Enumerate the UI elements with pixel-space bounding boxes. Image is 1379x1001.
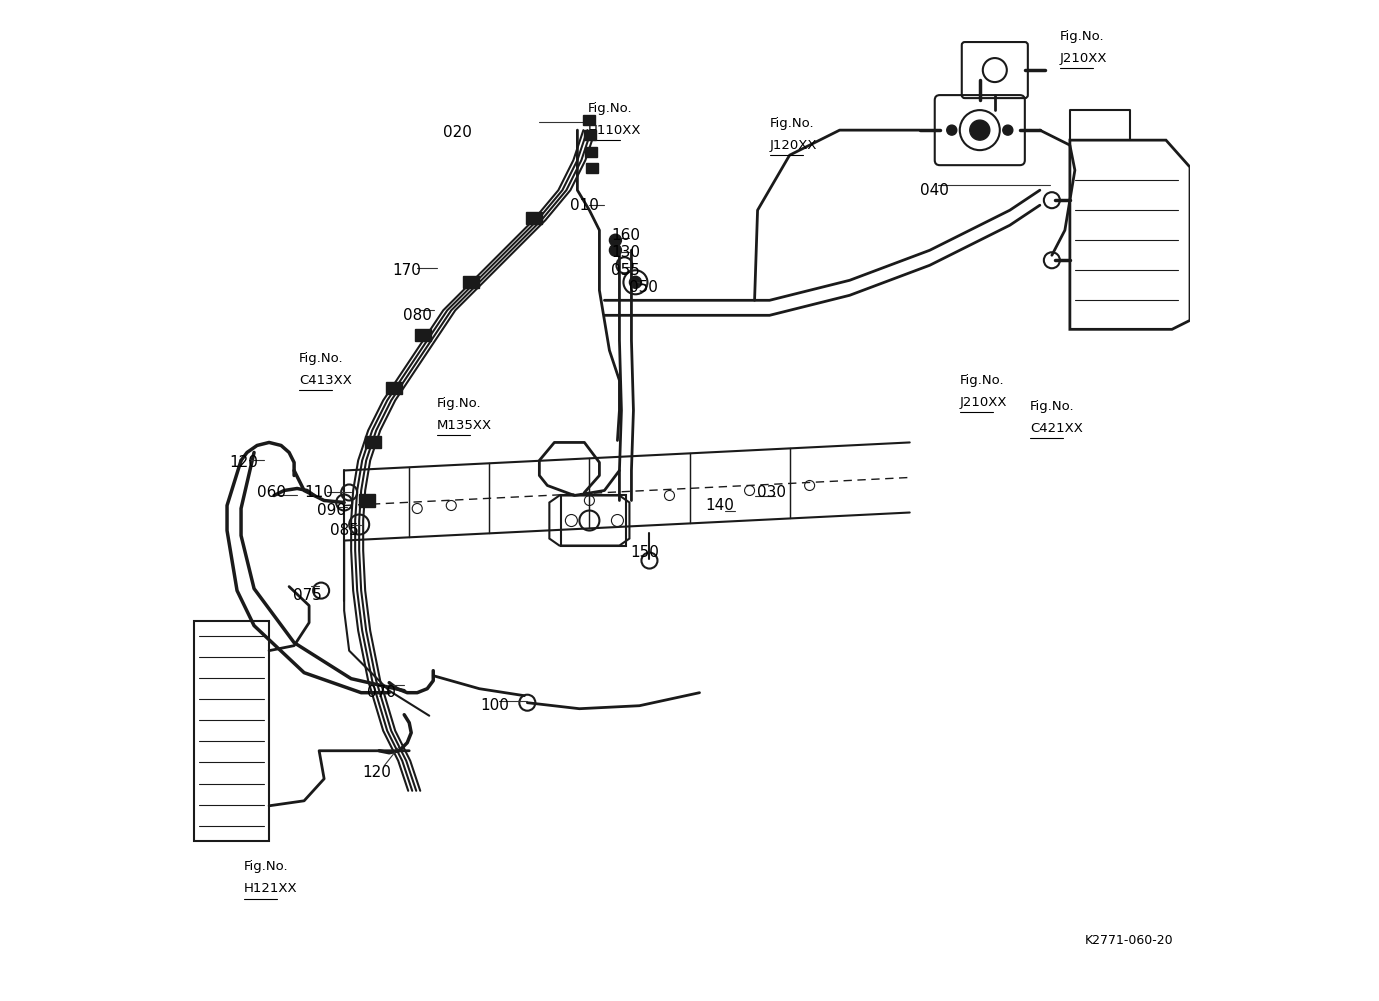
- Text: Fig.No.: Fig.No.: [1060, 30, 1105, 42]
- Text: H121XX: H121XX: [244, 883, 298, 895]
- Text: 140: 140: [705, 498, 734, 513]
- Text: J210XX: J210XX: [1060, 52, 1107, 64]
- Text: M135XX: M135XX: [437, 419, 492, 431]
- Text: 130: 130: [611, 245, 640, 259]
- Bar: [527, 212, 542, 224]
- Bar: [386, 382, 403, 394]
- Text: 060: 060: [256, 485, 285, 499]
- Text: 010: 010: [570, 198, 598, 212]
- Bar: [415, 329, 432, 341]
- Text: Fig.No.: Fig.No.: [244, 861, 288, 873]
- Text: 030: 030: [757, 485, 786, 499]
- Text: Fig.No.: Fig.No.: [769, 117, 814, 129]
- Circle shape: [1003, 125, 1012, 135]
- Text: 080: 080: [403, 308, 432, 322]
- Text: 050: 050: [629, 280, 658, 294]
- Text: 120: 120: [363, 766, 392, 780]
- Circle shape: [629, 276, 641, 288]
- Text: 120: 120: [230, 455, 258, 469]
- Text: Fig.No.: Fig.No.: [437, 397, 481, 409]
- Bar: [194, 621, 269, 841]
- Text: 020: 020: [443, 125, 472, 139]
- Text: 150: 150: [630, 546, 659, 560]
- Text: Fig.No.: Fig.No.: [299, 352, 343, 364]
- Text: Fig.No.: Fig.No.: [960, 374, 1004, 386]
- Bar: [586, 163, 598, 173]
- Text: 040: 040: [920, 183, 949, 197]
- Circle shape: [610, 234, 622, 246]
- Text: C421XX: C421XX: [1030, 422, 1083, 434]
- Text: 100: 100: [480, 699, 509, 713]
- Text: Fig.No.: Fig.No.: [587, 102, 632, 114]
- Bar: [561, 495, 626, 546]
- Bar: [585, 130, 596, 140]
- Text: J120XX: J120XX: [769, 139, 818, 151]
- Bar: [585, 147, 597, 157]
- Text: 090: 090: [317, 504, 346, 518]
- Text: 160: 160: [611, 228, 640, 242]
- Bar: [583, 115, 596, 125]
- Bar: [365, 436, 381, 448]
- Text: K2771-060-20: K2771-060-20: [1085, 935, 1174, 947]
- Text: 110: 110: [305, 485, 334, 499]
- Text: 085: 085: [330, 524, 359, 538]
- Text: 070: 070: [367, 686, 396, 700]
- Circle shape: [947, 125, 957, 135]
- Text: H110XX: H110XX: [587, 124, 641, 136]
- Text: J210XX: J210XX: [960, 396, 1007, 408]
- Text: 055: 055: [611, 263, 640, 277]
- Text: 170: 170: [393, 263, 422, 277]
- Circle shape: [969, 120, 990, 140]
- Bar: [463, 276, 480, 288]
- Text: Fig.No.: Fig.No.: [1030, 400, 1074, 412]
- Text: C413XX: C413XX: [299, 374, 352, 386]
- Circle shape: [610, 244, 622, 256]
- Bar: [359, 494, 375, 507]
- Text: 075: 075: [292, 589, 321, 603]
